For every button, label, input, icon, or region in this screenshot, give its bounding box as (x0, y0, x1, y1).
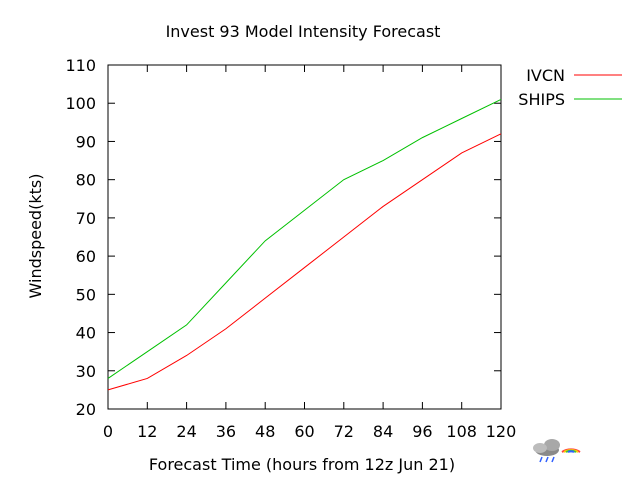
x-tick-label: 48 (255, 422, 275, 441)
series-line-ships (107, 98, 502, 379)
plot-area (107, 64, 502, 410)
x-tick-label: 120 (486, 422, 517, 441)
y-tick-label: 100 (65, 94, 96, 113)
y-tick-label: 20 (76, 400, 96, 419)
x-tick-label: 0 (103, 422, 113, 441)
x-tick-label: 96 (412, 422, 432, 441)
y-axis: 20 30 40 50 60 70 80 90 100 110 (65, 56, 501, 419)
x-tick-label: 12 (137, 422, 157, 441)
x-tick-label: 108 (446, 422, 477, 441)
y-tick-label: 30 (76, 362, 96, 381)
x-tick-label: 84 (373, 422, 393, 441)
series-line-ivcn (107, 133, 502, 391)
weather-cloud-rainbow-logo (533, 439, 581, 463)
y-tick-label: 90 (76, 132, 96, 151)
x-tick-label: 60 (294, 422, 314, 441)
x-tick-label: 24 (176, 422, 196, 441)
y-tick-label: 110 (65, 56, 96, 75)
y-tick-label: 60 (76, 247, 96, 266)
chart-title: Invest 93 Model Intensity Forecast (166, 22, 441, 41)
y-tick-label: 50 (76, 285, 96, 304)
y-tick-label: 70 (76, 209, 96, 228)
legend: IVCN SHIPS (518, 66, 622, 109)
x-axis: 0 12 24 36 48 60 72 84 96 108 120 (103, 65, 516, 441)
y-tick-label: 80 (76, 171, 96, 190)
legend-label-ships: SHIPS (518, 90, 565, 109)
legend-label-ivcn: IVCN (526, 66, 565, 85)
x-tick-label: 72 (334, 422, 354, 441)
x-tick-label: 36 (216, 422, 236, 441)
y-axis-label: Windspeed(kts) (26, 174, 45, 299)
x-axis-label: Forecast Time (hours from 12z Jun 21) (149, 455, 455, 474)
series-lines (107, 98, 502, 391)
y-tick-label: 40 (76, 324, 96, 343)
